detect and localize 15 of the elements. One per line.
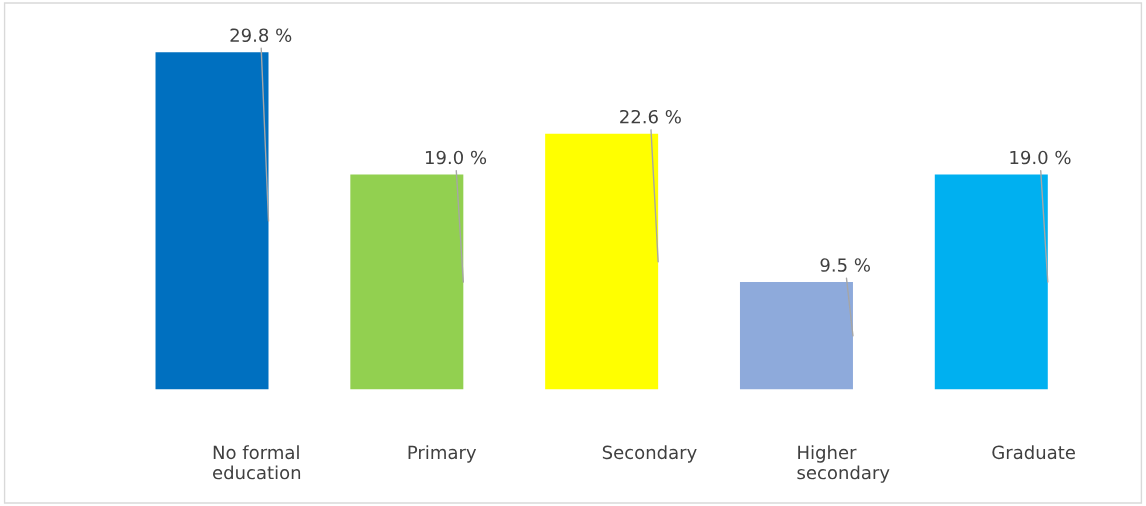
data-label: 22.6 % [620, 109, 681, 124]
x-tick-label: Secondary [602, 445, 697, 463]
bar [934, 174, 1048, 390]
data-label: 29.8 % [230, 28, 292, 43]
bar [155, 52, 269, 390]
x-tick-label: No formal education [213, 445, 301, 480]
data-label: 19.0 % [1010, 150, 1071, 165]
bar [545, 133, 659, 390]
data-label: 19.0 % [425, 150, 487, 165]
bar [739, 282, 853, 390]
bar [350, 174, 464, 390]
x-tick-label: Primary [408, 445, 477, 463]
x-tick-label: Graduate [992, 445, 1075, 460]
x-tick-label: Higher secondary [797, 445, 890, 483]
data-label: 9.5 % [820, 258, 870, 272]
